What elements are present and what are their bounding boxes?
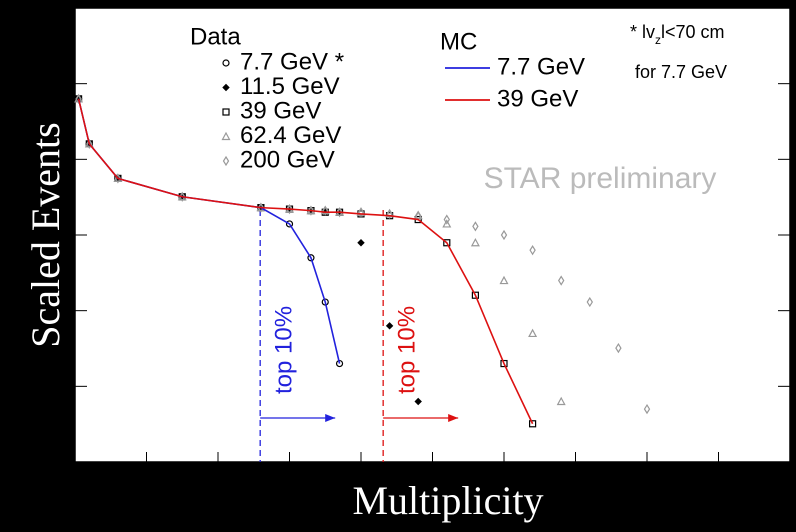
note-prefix: * lv bbox=[630, 22, 655, 42]
note-subscript: z bbox=[655, 33, 661, 47]
marker-square bbox=[500, 359, 508, 368]
legend-title: MC bbox=[440, 28, 477, 55]
legend-label: 39 GeV bbox=[497, 85, 578, 112]
marker-diamond bbox=[643, 403, 651, 415]
marker-diamond bbox=[336, 207, 343, 218]
marker-diamond bbox=[500, 229, 508, 241]
note-line2: for 7.7 GeV bbox=[635, 62, 727, 82]
marker-diamond bbox=[357, 207, 365, 218]
marker-diamond bbox=[586, 296, 594, 308]
legend-label: 7.7 GeV * bbox=[240, 48, 344, 75]
legend-label: 200 GeV bbox=[240, 146, 335, 173]
marker-diamond bbox=[557, 275, 565, 286]
series bbox=[75, 93, 651, 415]
marker-diamond bbox=[386, 208, 393, 220]
marker-cross bbox=[222, 83, 230, 92]
marker-triangle bbox=[470, 237, 480, 247]
marker-diamond bbox=[222, 155, 230, 167]
marker-diamond bbox=[529, 245, 536, 256]
watermark: STAR preliminary bbox=[484, 162, 717, 195]
marker-circle bbox=[307, 254, 315, 262]
plot-frame bbox=[74, 7, 791, 463]
marker-diamond bbox=[472, 221, 479, 232]
series bbox=[77, 98, 534, 425]
legend-label: 11.5 GeV bbox=[240, 73, 340, 100]
marker-square bbox=[471, 291, 479, 299]
marker-diamond bbox=[179, 191, 186, 202]
marker-square bbox=[222, 108, 230, 116]
marker-cross bbox=[357, 239, 365, 247]
marker-cross bbox=[385, 322, 394, 330]
marker-square bbox=[528, 420, 537, 428]
marker-diamond bbox=[307, 205, 315, 216]
marker-diamond bbox=[322, 205, 329, 216]
legend-label: 7.7 GeV bbox=[497, 53, 585, 80]
marker-triangle bbox=[442, 219, 452, 228]
note-suffix: l<70 cm bbox=[661, 22, 725, 42]
marker-triangle bbox=[528, 328, 538, 338]
legend-title: Data bbox=[190, 23, 241, 50]
legend-label: 39 GeV bbox=[240, 97, 321, 124]
cuts: top 10% top 10% bbox=[259, 210, 459, 462]
x-axis-label: Multiplicity bbox=[352, 478, 543, 523]
y-axis-label: Scaled Events bbox=[23, 122, 68, 348]
cut-arrowhead bbox=[325, 414, 336, 422]
marker-triangle bbox=[499, 275, 509, 285]
marker-circle bbox=[222, 59, 230, 67]
cut-arrowhead bbox=[448, 414, 459, 422]
marker-diamond bbox=[615, 342, 622, 354]
marker-cross bbox=[414, 397, 422, 406]
marker-diamond bbox=[75, 93, 82, 104]
marker-diamond bbox=[86, 138, 93, 150]
mc-line bbox=[77, 98, 534, 425]
cut-label: top 10% bbox=[271, 306, 298, 394]
marker-triangle bbox=[556, 396, 566, 406]
vz-note: * lvzl<70 cm bbox=[630, 22, 725, 47]
marker-triangle bbox=[221, 131, 231, 141]
cut-label: top 10% bbox=[394, 306, 421, 394]
marker-circle bbox=[285, 220, 294, 228]
legend-label: 62.4 GeV bbox=[240, 122, 341, 149]
marker-diamond bbox=[286, 203, 293, 215]
marker-diamond bbox=[443, 214, 451, 225]
marker-diamond bbox=[257, 202, 265, 213]
marker-square bbox=[443, 239, 451, 247]
